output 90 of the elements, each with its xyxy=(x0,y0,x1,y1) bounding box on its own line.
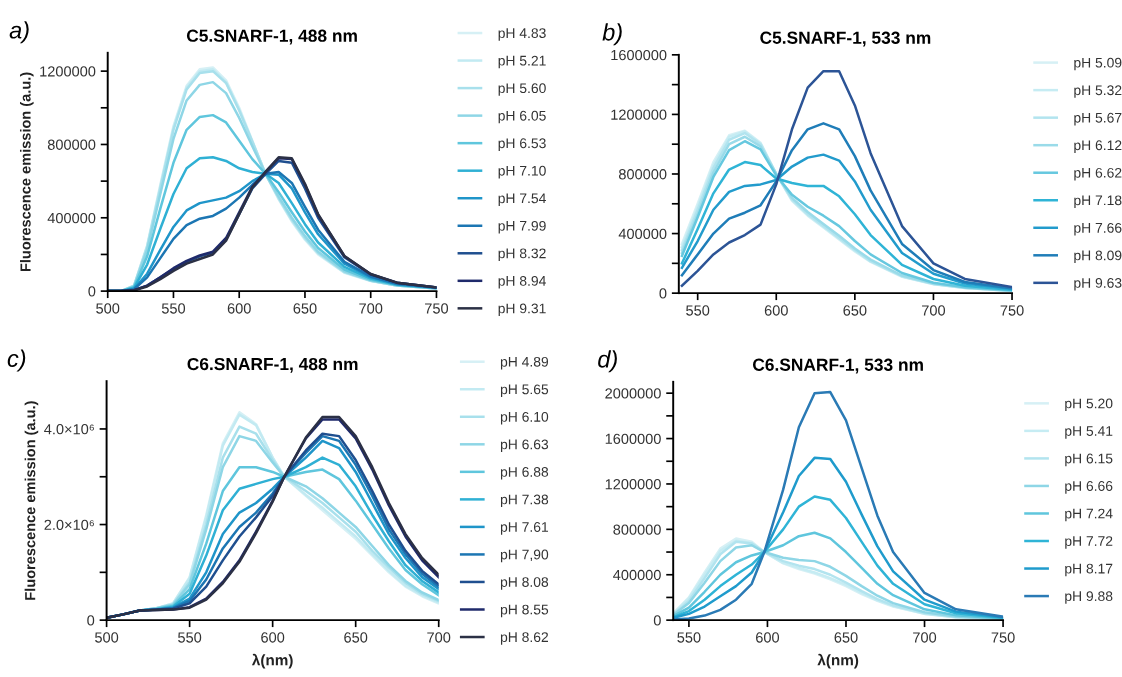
x-tick-label: 550 xyxy=(178,632,202,643)
legend-label: pH 5.65 xyxy=(500,384,549,397)
legend-label: pH 7.61 xyxy=(500,522,549,535)
x-tick-label: 600 xyxy=(261,632,285,643)
y-tick-label: 400000 xyxy=(613,569,661,581)
x-axis-title: λ(nm) xyxy=(817,653,859,669)
legend-label: pH 6.05 xyxy=(498,110,546,124)
legend-label: pH 9.88 xyxy=(1065,591,1113,604)
legend-label: pH 7.10 xyxy=(498,165,546,179)
legend-label: pH 4.89 xyxy=(500,356,549,370)
x-tick-label: 650 xyxy=(293,303,317,314)
x-tick-label: 600 xyxy=(756,632,780,643)
x-tick-label: 550 xyxy=(677,632,701,643)
legend-label: pH 6.66 xyxy=(1065,481,1113,494)
x-tick-label: 700 xyxy=(913,632,937,643)
legend-label: pH 5.41 xyxy=(1065,426,1113,439)
x-tick-label: 750 xyxy=(425,303,449,314)
legend-label: pH 8.17 xyxy=(1065,563,1113,577)
chart-title: C6.SNARF-1, 488 nm xyxy=(187,357,358,373)
y-tick-label: 800000 xyxy=(613,524,661,535)
chart-title: C6.SNARF-1, 533 nm xyxy=(752,358,923,374)
legend-label: pH 7.24 xyxy=(1065,508,1113,522)
legend-label: pH 6.63 xyxy=(500,439,549,453)
legend-label: pH 7.38 xyxy=(500,494,549,508)
y-tick-label: 0 xyxy=(659,288,667,299)
y-tick-label: 1200000 xyxy=(611,109,667,120)
legend-label: pH 8.08 xyxy=(500,577,549,590)
legend-label: pH 7.72 xyxy=(1065,536,1113,549)
x-tick-label: 700 xyxy=(359,303,383,314)
y-tick-label: 1600000 xyxy=(611,49,667,61)
text: a) xyxy=(9,21,29,44)
legend-label: pH 9.31 xyxy=(498,303,546,317)
legend-label: pH 8.94 xyxy=(498,275,546,289)
x-tick-label: 650 xyxy=(834,632,858,643)
chart-title: C5.SNARF-1, 488 nm xyxy=(186,29,357,45)
legend-label: pH 8.32 xyxy=(498,248,546,262)
legend-label: pH 5.32 xyxy=(1074,85,1122,98)
legend-label: pH 9.63 xyxy=(1074,278,1122,291)
y-tick-label: 800000 xyxy=(47,139,96,150)
x-tick-label: 750 xyxy=(991,632,1015,643)
legend-label: pH 6.62 xyxy=(1074,167,1122,181)
legend-label: pH 7,90 xyxy=(500,549,549,563)
y-tick-label: 4.0×10⁶ xyxy=(44,424,94,435)
text: c) xyxy=(7,349,26,372)
x-tick-label: 500 xyxy=(95,632,119,643)
legend-label: pH 5.09 xyxy=(1074,57,1122,71)
legend-label: pH 8.62 xyxy=(500,632,548,645)
y-tick-label: 2000000 xyxy=(605,388,661,399)
chart-title: C5.SNARF-1, 533 nm xyxy=(760,31,931,47)
x-tick-label: 750 xyxy=(1000,305,1024,316)
legend-label: pH 6.12 xyxy=(1074,140,1122,153)
x-tick-label: 650 xyxy=(843,305,867,316)
legend-label: pH 5.60 xyxy=(498,83,546,96)
legend-label: pH 6.10 xyxy=(500,411,549,425)
legend-label: pH 6.15 xyxy=(1065,453,1113,467)
x-tick-label: 600 xyxy=(227,303,251,314)
y-tick-label: 0 xyxy=(653,615,661,626)
legend-label: pH 7.99 xyxy=(498,220,546,234)
y-tick-label: 400000 xyxy=(47,212,96,224)
x-tick-label: 600 xyxy=(764,305,788,316)
legend-label: pH 5.21 xyxy=(498,55,546,69)
legend-label: pH 6.53 xyxy=(498,138,546,151)
y-tick-label: 0 xyxy=(88,286,96,297)
legend-label: pH 7.66 xyxy=(1074,222,1122,236)
legend-label: pH 6.88 xyxy=(500,467,549,480)
x-tick-label: 700 xyxy=(427,632,451,643)
y-tick-label: 2.0×10⁶ xyxy=(44,519,94,530)
legend-label: pH 5.67 xyxy=(1074,112,1122,126)
y-tick-label: 0 xyxy=(87,615,95,626)
legend-label: pH 8.09 xyxy=(1074,250,1122,264)
legend-label: pH 7.18 xyxy=(1074,195,1122,208)
legend-label: pH 7.54 xyxy=(498,193,546,206)
x-axis-title: λ(nm) xyxy=(251,653,293,669)
y-tick-label: 800000 xyxy=(618,169,667,180)
x-tick-label: 700 xyxy=(922,305,946,316)
y-tick-label: 400000 xyxy=(618,228,667,239)
y-tick-label: 1600000 xyxy=(605,433,661,444)
x-tick-label: 500 xyxy=(96,303,120,314)
x-tick-label: 650 xyxy=(344,632,368,643)
legend-label: pH 8.55 xyxy=(500,604,549,618)
y-tick-label: 1200000 xyxy=(40,66,96,77)
text: b) xyxy=(602,23,622,46)
x-tick-label: 550 xyxy=(686,305,710,316)
legend-label: pH 4.83 xyxy=(498,28,546,41)
y-axis-title: Fluorescence emission (a.u.) xyxy=(24,401,39,600)
text: d) xyxy=(598,350,617,373)
x-tick-label: 550 xyxy=(161,303,186,314)
y-tick-label: 1200000 xyxy=(605,479,661,490)
legend-label: pH 5.20 xyxy=(1065,398,1113,412)
y-axis-title: Fluorescence emission (a.u.) xyxy=(19,72,34,272)
